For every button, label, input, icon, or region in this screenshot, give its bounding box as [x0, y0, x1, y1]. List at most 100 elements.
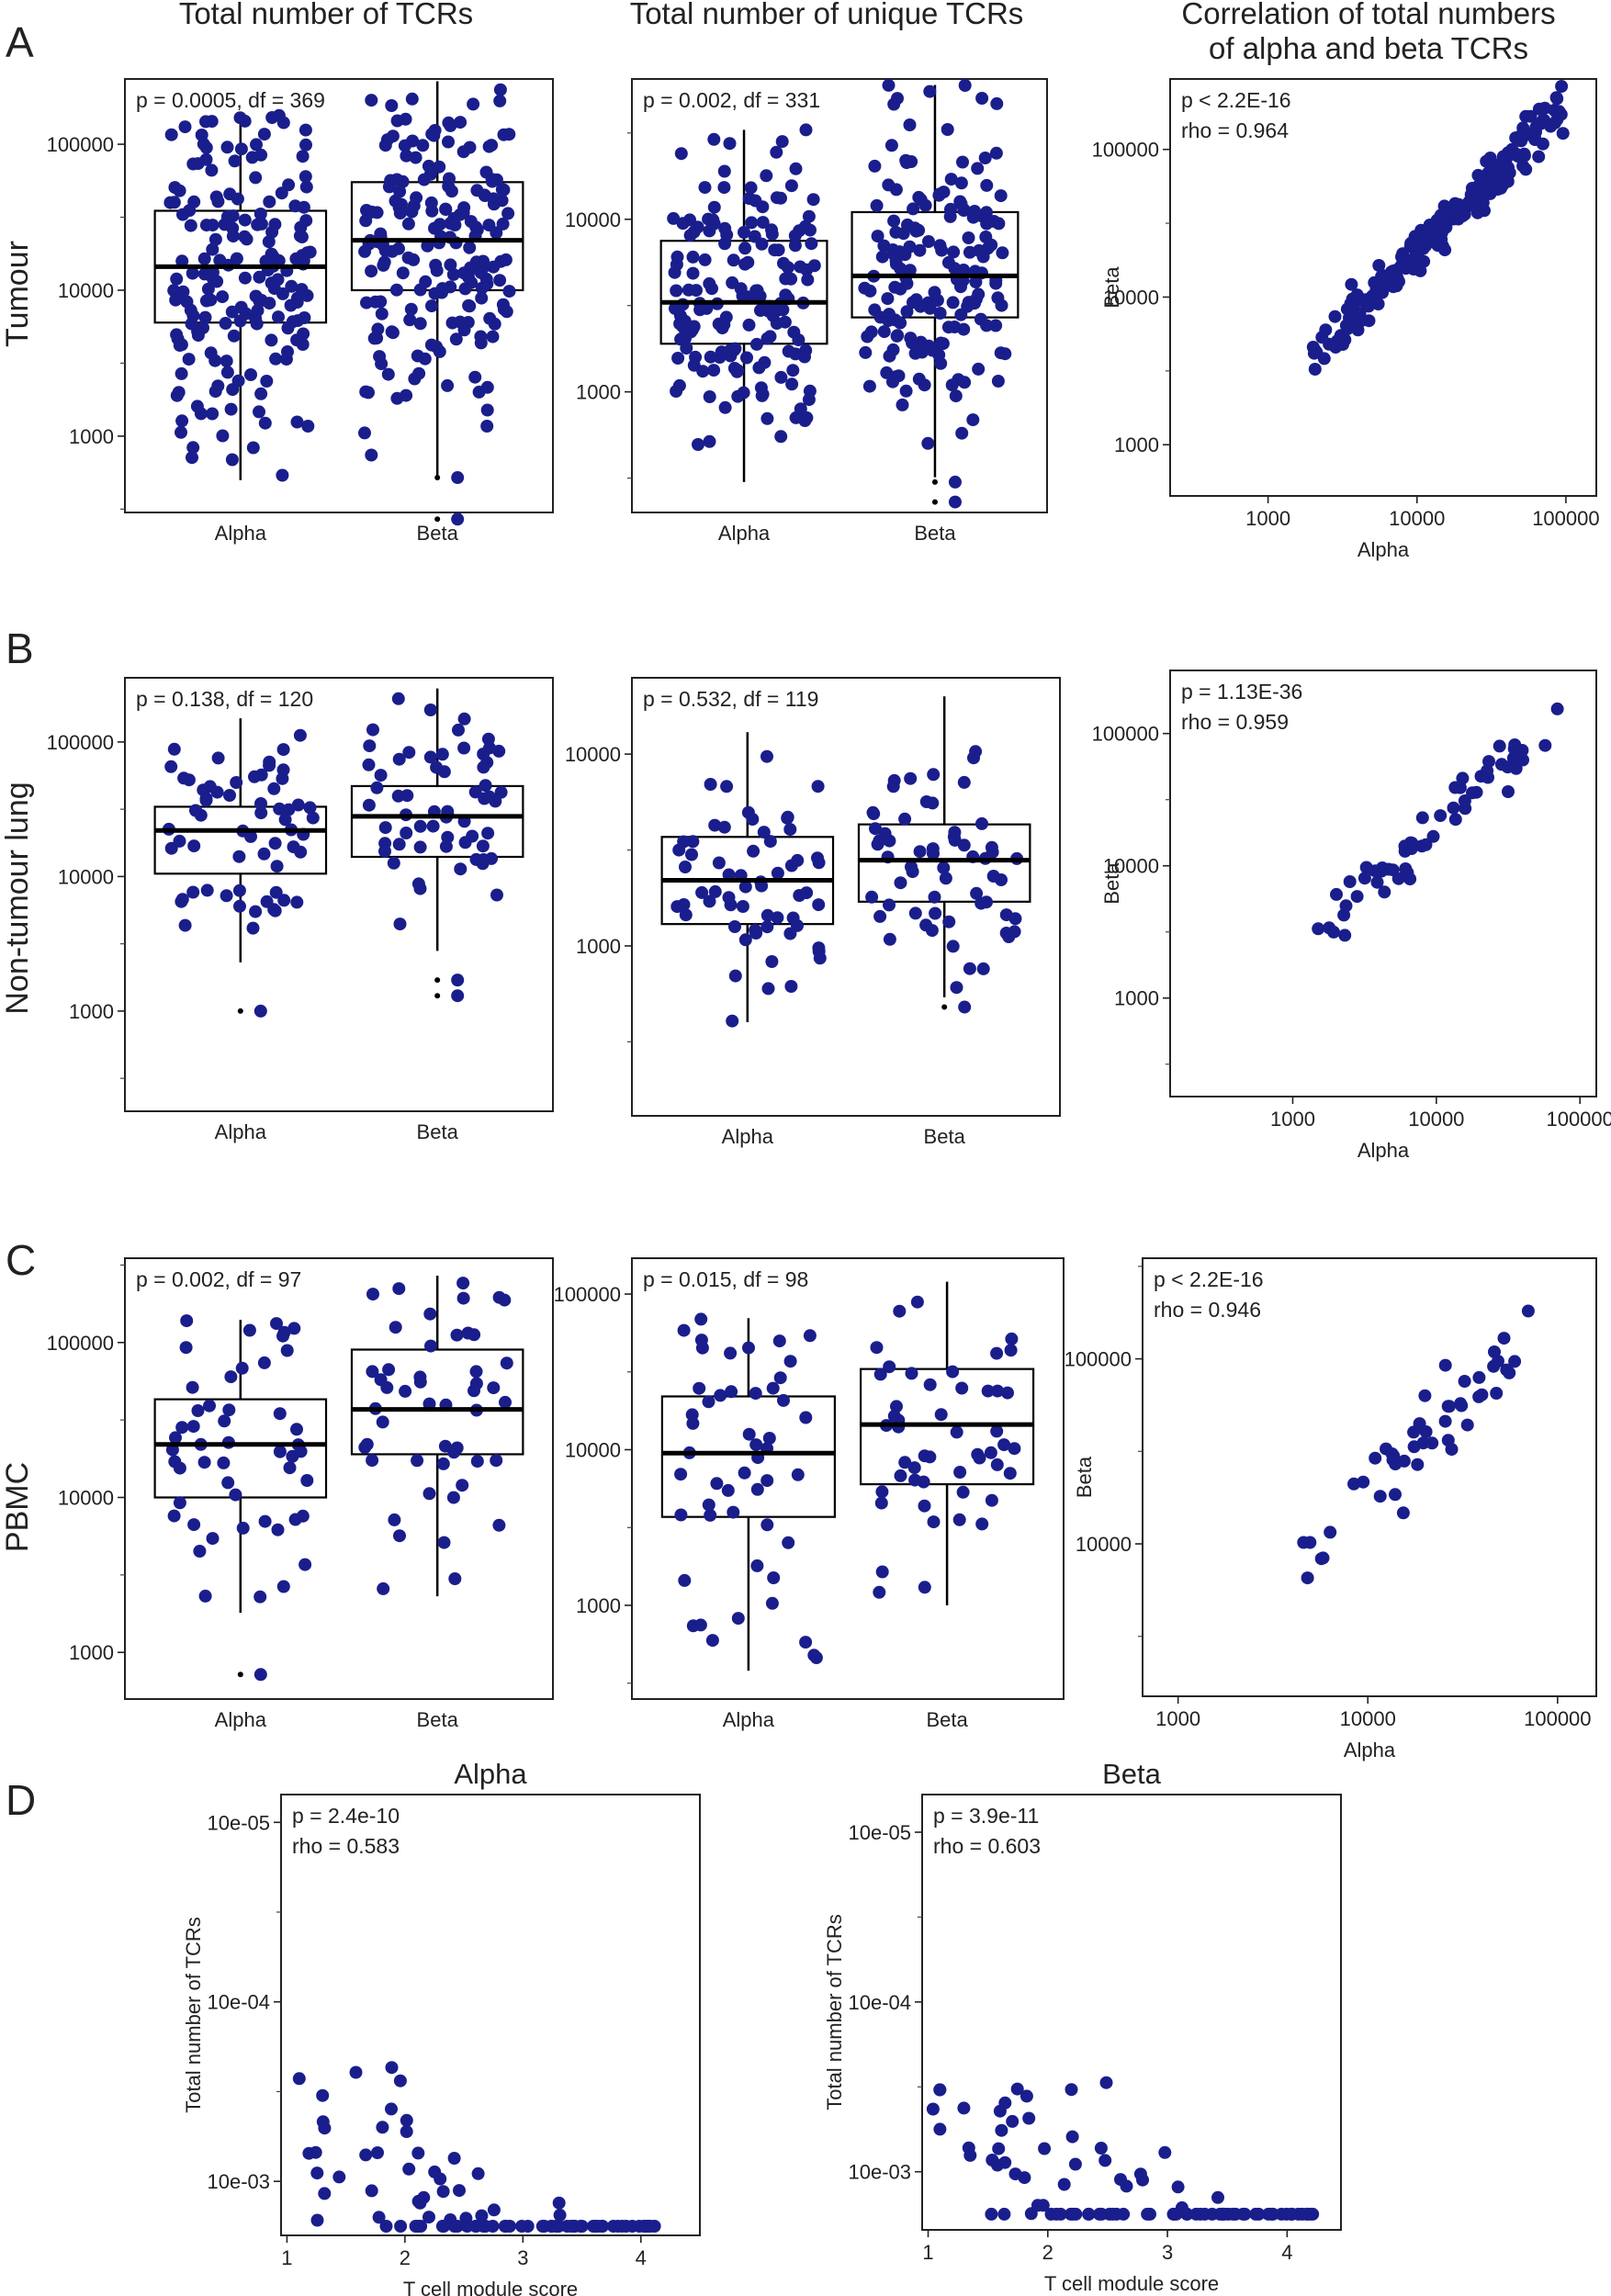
b2-beta-point	[906, 865, 919, 879]
a1-beta-point	[375, 307, 389, 321]
c2-beta-point	[875, 1565, 889, 1579]
a3-xtick-label-2: 100000	[1532, 507, 1599, 530]
c1-alpha-point	[257, 1356, 271, 1369]
a2-beta-point	[889, 225, 903, 239]
a2-beta-point	[875, 250, 889, 264]
a2-alpha-point	[770, 145, 783, 159]
a2-beta-box	[851, 210, 1020, 319]
c3-point	[1490, 1387, 1504, 1400]
a2-alpha-point	[788, 239, 802, 253]
a1-alpha-point	[187, 195, 201, 208]
d1-point	[475, 2209, 489, 2223]
a2-beta-outlier-0	[931, 478, 938, 485]
c1-beta-point	[492, 1518, 506, 1532]
a1-alpha-point	[168, 181, 182, 195]
d1-point	[402, 2162, 416, 2176]
b3-point	[1459, 802, 1472, 816]
d2-point	[1006, 2114, 1020, 2128]
b1-alpha-point	[254, 806, 268, 820]
d1-point	[414, 2220, 428, 2233]
a3-annotation-line-1: p < 2.2E-16	[1181, 88, 1291, 112]
c2-alpha-point	[760, 1518, 774, 1532]
d1-x-axis-label: T cell module score	[403, 2278, 578, 2296]
a2-alpha-point	[805, 237, 818, 251]
c1-beta-point	[437, 1536, 451, 1549]
b2-beta-point	[886, 780, 900, 793]
a2-beta-point	[980, 178, 994, 192]
b3-point	[1327, 925, 1340, 939]
a2-alpha-point	[703, 434, 716, 448]
b2-alpha-point	[783, 823, 797, 837]
a1-beta-point	[442, 135, 455, 149]
a3-point	[1532, 102, 1546, 116]
d2-point	[1082, 2207, 1096, 2221]
a1-beta-point	[392, 198, 406, 212]
d1-point	[292, 2072, 306, 2086]
d2-x-axis-label: T cell module score	[1044, 2272, 1219, 2295]
b1-alpha-point	[186, 885, 200, 899]
b2-alpha-point	[672, 843, 686, 857]
a1-alpha-point	[298, 311, 311, 324]
a2-alpha-point	[770, 317, 783, 330]
b2-alpha-point	[728, 920, 741, 933]
c2-alpha-point	[773, 1371, 787, 1385]
a1-alpha-point	[167, 284, 181, 298]
b1-alpha-point	[203, 780, 217, 793]
a2-beta-point	[907, 202, 920, 216]
b1-beta-point	[482, 790, 496, 804]
b2-beta-point	[963, 962, 976, 975]
b2-alpha-point	[738, 933, 752, 947]
c2-alpha-point	[731, 1612, 745, 1626]
a1-beta-point	[407, 199, 421, 213]
c3-point	[1386, 1453, 1400, 1467]
b3-point	[1426, 829, 1440, 843]
b1-ytick-label-1: 10000	[58, 865, 114, 888]
a1-alpha-point	[284, 298, 298, 312]
a2-beta-point	[954, 280, 967, 294]
b2-alpha-point	[757, 826, 771, 839]
a1-beta-point	[495, 194, 509, 208]
c1-alpha-point	[273, 1407, 287, 1421]
d2-annotation-line-1: p = 3.9e-11	[933, 1804, 1039, 1828]
b2-beta-point	[919, 795, 933, 808]
c1-beta-point	[388, 1513, 401, 1526]
a1-alpha-point	[249, 171, 263, 185]
b1-beta-box	[350, 784, 524, 859]
a2-beta-point	[882, 178, 896, 192]
c2-beta-point	[952, 1513, 966, 1526]
b1-beta-point	[413, 819, 427, 833]
b2-beta-point	[939, 872, 952, 885]
b2-alpha-point	[765, 955, 779, 968]
a2-alpha-point	[687, 358, 701, 372]
c1-alpha-point	[167, 1509, 181, 1523]
c2-beta-point	[910, 1295, 924, 1309]
a2-beta-point	[980, 319, 994, 332]
c2-beta-point	[905, 1367, 918, 1380]
c2-alpha-point	[766, 1381, 780, 1395]
a1-alpha-point	[204, 269, 218, 283]
a1-beta-point	[470, 223, 484, 237]
b2-alpha-point	[677, 898, 691, 911]
d1-point	[535, 2220, 549, 2233]
c1-alpha-point	[224, 1370, 238, 1384]
a1-alpha-point	[299, 123, 312, 137]
b2-alpha-point	[685, 848, 698, 861]
d2-point	[1022, 2111, 1036, 2125]
b2-alpha-category-label: Alpha	[722, 1125, 774, 1148]
a2-alpha-point	[742, 192, 756, 206]
a1-alpha-point	[234, 142, 248, 156]
b2-alpha-point	[703, 895, 716, 908]
b1-alpha-point	[175, 893, 189, 906]
c3-point	[1475, 1388, 1489, 1401]
b2-alpha-point	[686, 835, 700, 849]
b1-beta-point	[362, 758, 376, 771]
a1-beta-point	[413, 317, 427, 331]
a1-beta-point	[430, 340, 443, 354]
a3-ytick-label-0: 1000	[1114, 433, 1159, 456]
a1-beta-point	[453, 315, 467, 329]
b1-beta-point	[457, 712, 471, 726]
c2-beta-point	[1004, 1344, 1018, 1357]
a3-point	[1403, 240, 1417, 253]
b3-point	[1466, 786, 1479, 800]
a2-alpha-point	[673, 309, 687, 322]
